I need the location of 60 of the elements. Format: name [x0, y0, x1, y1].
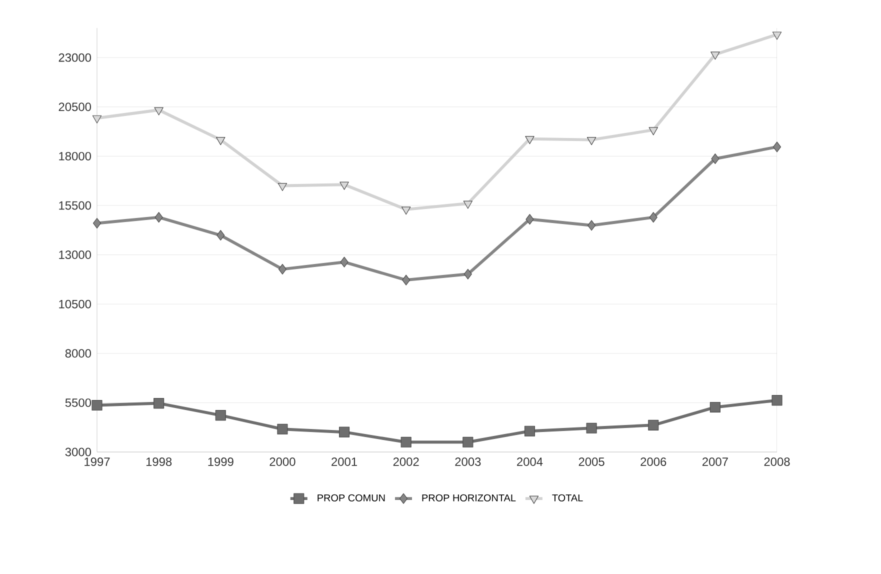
- point: [278, 264, 286, 274]
- point: [216, 230, 225, 241]
- x-tick-label: 1998: [146, 458, 172, 466]
- x-tick-label: 2004: [517, 458, 543, 466]
- x-tick-label: 2002: [393, 458, 419, 466]
- x-tick-label: 2007: [702, 458, 728, 466]
- point: [338, 426, 350, 438]
- y-tick-label: 15500: [59, 201, 92, 210]
- point: [525, 136, 534, 144]
- point: [772, 32, 782, 40]
- legend-label: TOTAL: [552, 494, 583, 502]
- point: [401, 206, 411, 215]
- point: [462, 436, 474, 448]
- point: [586, 422, 597, 434]
- y-tick-label: 13000: [59, 250, 92, 260]
- point: [340, 182, 349, 190]
- point: [649, 212, 658, 223]
- point: [648, 420, 659, 430]
- point: [92, 218, 102, 229]
- point: [710, 52, 720, 60]
- x-tick-label: 2003: [455, 458, 481, 466]
- x-tick-label: 2001: [332, 458, 357, 466]
- point: [402, 274, 410, 286]
- point: [524, 426, 536, 436]
- point: [463, 200, 473, 209]
- x-tick-label: 1997: [84, 458, 110, 466]
- point: [710, 402, 720, 413]
- point: [216, 137, 226, 146]
- y-tick-label: 5500: [65, 398, 92, 407]
- point: [278, 182, 288, 192]
- x-tick-label: 2006: [640, 458, 666, 466]
- y-tick-label: 20500: [58, 102, 92, 112]
- x-tick-label: 2008: [764, 458, 790, 466]
- point: [526, 214, 534, 225]
- y-tick-label: 18000: [59, 152, 92, 160]
- y-tick-label: 3000: [65, 448, 92, 456]
- point: [400, 436, 412, 448]
- x-tick-label: 2000: [270, 458, 296, 466]
- x-tick-label: 2005: [578, 458, 604, 466]
- point: [772, 395, 782, 406]
- point: [92, 115, 102, 124]
- point: [154, 398, 164, 409]
- point: [340, 256, 348, 268]
- point: [648, 127, 658, 136]
- point: [277, 424, 288, 434]
- y-tick-label: 10500: [59, 300, 92, 308]
- point: [588, 220, 596, 231]
- point: [464, 268, 472, 280]
- y-tick-label: 23000: [58, 53, 92, 62]
- point: [772, 142, 782, 152]
- point: [154, 212, 163, 223]
- point: [586, 137, 596, 146]
- legend-label: PROP COMUN: [318, 494, 385, 502]
- legend-label: PROP HORIZONTAL: [422, 494, 516, 502]
- point: [215, 410, 226, 421]
- x-tick-label: 1999: [208, 458, 234, 466]
- point: [711, 153, 720, 164]
- point: [154, 107, 164, 116]
- point: [92, 400, 102, 411]
- y-tick-label: 8000: [65, 349, 92, 358]
